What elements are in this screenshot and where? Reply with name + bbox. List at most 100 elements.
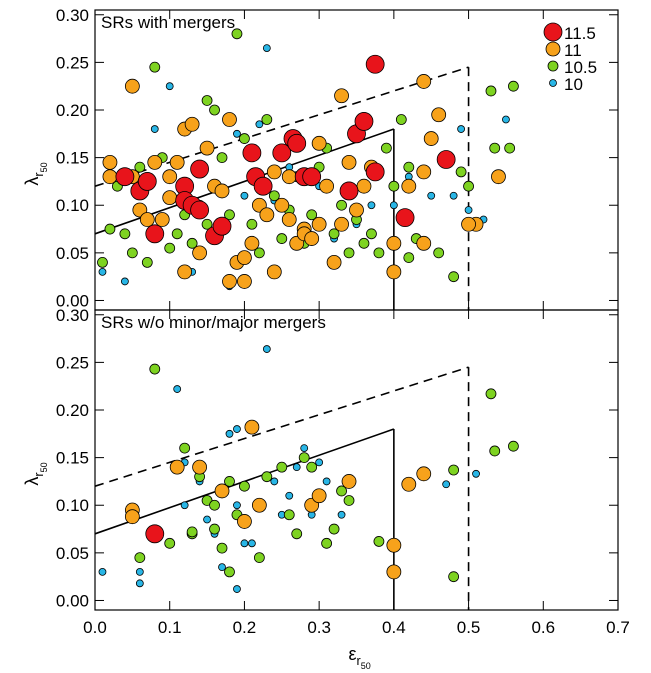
- y-tick-label: 0.15: [56, 149, 89, 168]
- data-point: [169, 459, 185, 475]
- data-point: [145, 224, 165, 244]
- data-point: [416, 235, 432, 251]
- y-tick-label: 0.05: [56, 244, 89, 263]
- x-tick-label: 0.1: [158, 618, 182, 637]
- data-point: [259, 207, 275, 223]
- data-point: [222, 112, 237, 127]
- symbol: λ: [22, 477, 42, 486]
- reference-line: [94, 366, 469, 487]
- y-tick-label: 0.20: [56, 401, 89, 420]
- y-tick-label: 0.05: [56, 544, 89, 563]
- x-tick-label: 0.2: [233, 618, 257, 637]
- data-point: [427, 191, 436, 200]
- data-point: [184, 116, 200, 132]
- data-point: [306, 209, 318, 221]
- data-point: [124, 509, 140, 525]
- data-point: [388, 180, 400, 192]
- data-point: [311, 216, 327, 232]
- y-axis-label: λr50: [22, 162, 49, 185]
- data-point: [395, 208, 415, 228]
- data-point: [373, 247, 385, 259]
- data-point: [448, 464, 460, 476]
- data-point: [322, 477, 331, 486]
- y-tick-label: 0.15: [56, 449, 89, 468]
- data-point: [201, 95, 213, 106]
- x-tick-label: 0.7: [606, 618, 630, 637]
- legend-label: 11.5: [564, 24, 596, 43]
- data-point: [403, 252, 415, 264]
- data-point: [403, 161, 415, 173]
- data-point: [169, 154, 185, 170]
- data-point: [98, 268, 107, 276]
- data-point: [171, 228, 183, 240]
- data-point: [262, 44, 271, 52]
- data-point: [102, 154, 118, 170]
- data-point: [247, 539, 256, 548]
- data-point: [192, 459, 208, 475]
- data-point: [162, 169, 178, 185]
- y-tick-label: 0.20: [56, 101, 89, 120]
- data-point: [104, 223, 116, 235]
- data-point: [341, 154, 357, 170]
- data-point: [416, 74, 432, 89]
- data-point: [233, 129, 241, 138]
- data-point: [276, 461, 288, 473]
- data-point: [214, 483, 230, 499]
- data-point: [416, 164, 432, 180]
- data-point: [328, 228, 340, 240]
- data-point: [367, 201, 376, 210]
- subscript: r: [32, 472, 46, 476]
- x-tick-label: 0.0: [83, 618, 107, 637]
- data-point: [358, 237, 370, 249]
- data-point: [186, 526, 198, 538]
- data-point: [464, 206, 473, 214]
- data-point: [339, 181, 359, 201]
- data-point: [150, 125, 159, 133]
- data-point: [298, 452, 310, 464]
- panel-title: SRs w/o minor/major mergers: [101, 313, 326, 332]
- data-point: [120, 277, 129, 286]
- data-point: [201, 218, 213, 230]
- data-point: [180, 501, 189, 510]
- data-point: [165, 82, 174, 91]
- data-point: [225, 429, 234, 438]
- symbol: ε: [349, 644, 357, 664]
- data-point: [244, 419, 260, 435]
- data-point: [137, 172, 157, 191]
- data-point: [244, 235, 260, 251]
- data-point: [266, 164, 282, 180]
- data-point: [173, 385, 182, 393]
- data-point: [343, 247, 355, 259]
- data-point: [489, 445, 501, 457]
- data-point: [472, 469, 480, 478]
- data-point: [386, 264, 402, 280]
- data-point: [334, 88, 349, 104]
- data-point: [126, 247, 138, 259]
- data-point: [239, 480, 250, 492]
- data-point: [145, 524, 165, 544]
- data-point: [192, 245, 208, 261]
- subscript: r: [357, 654, 361, 668]
- data-point: [135, 579, 144, 588]
- data-point: [311, 488, 327, 504]
- data-point: [321, 537, 333, 549]
- data-point: [270, 477, 279, 486]
- data-point: [285, 491, 294, 500]
- data-point: [448, 271, 460, 283]
- data-point: [233, 585, 241, 593]
- data-point: [395, 114, 407, 125]
- data-point: [300, 444, 309, 452]
- y-tick-label: 0.00: [56, 591, 89, 610]
- data-point: [190, 200, 210, 220]
- data-point: [304, 231, 320, 246]
- legend-marker: [545, 41, 561, 57]
- y-tick-label: 0.25: [56, 53, 89, 72]
- data-point: [186, 237, 198, 249]
- data-point: [365, 54, 385, 74]
- x-axis-label: εr50: [349, 644, 371, 671]
- data-point: [423, 131, 439, 146]
- legend-label: 10: [564, 75, 583, 94]
- data-point: [164, 537, 176, 549]
- data-point: [98, 568, 107, 576]
- data-point: [237, 514, 252, 529]
